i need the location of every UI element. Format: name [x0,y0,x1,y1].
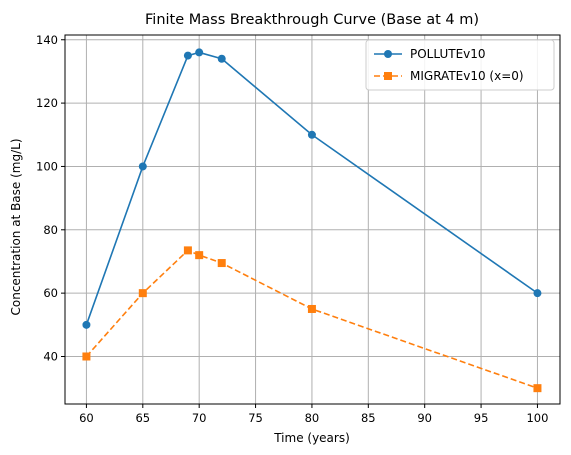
x-tick-label: 85 [361,411,376,425]
y-tick-label: 40 [43,349,58,363]
legend-label-pollutev10: POLLUTEv10 [410,47,486,61]
data-point-migratev10-x-0 [533,384,542,393]
data-point-migratev10-x-0 [183,246,192,255]
ticks: 60 65 70 75 80 85 90 95 100 40 60 80 100 120 140 [36,33,548,425]
y-tick-label: 100 [36,159,58,173]
data-point-pollutev10 [217,54,226,63]
grid [65,35,560,404]
y-axis-label: Concentration at Base (mg/L) [9,138,23,315]
y-tick-label: 60 [43,286,58,300]
x-tick-label: 100 [526,411,548,425]
data-point-migratev10-x-0 [195,251,204,260]
legend: POLLUTEv10 MIGRATEv10 (x=0) [365,39,555,91]
data-point-migratev10-x-0 [138,289,147,298]
y-tick-label: 80 [43,223,58,237]
data-point-pollutev10 [307,130,316,139]
data-point-migratev10-x-0 [307,304,316,313]
x-tick-label: 60 [79,411,94,425]
data-point-pollutev10 [195,48,204,57]
series-layer [82,48,542,393]
x-tick-label: 95 [474,411,489,425]
data-point-migratev10-x-0 [217,259,226,268]
legend-marker-pollutev10 [384,50,392,58]
x-tick-label: 65 [135,411,150,425]
x-tick-label: 75 [248,411,263,425]
x-axis-label: Time (years) [273,431,350,445]
data-point-pollutev10 [82,320,91,329]
chart-title: Finite Mass Breakthrough Curve (Base at … [145,12,479,28]
legend-box [365,39,555,91]
x-tick-label: 90 [417,411,432,425]
x-tick-label: 70 [192,411,207,425]
legend-label-migratev10-x-0: MIGRATEv10 (x=0) [410,69,524,83]
plot-frame [64,34,561,405]
data-point-pollutev10 [183,51,192,60]
data-point-migratev10-x-0 [82,352,91,361]
legend-marker-migratev10-x-0 [384,72,392,80]
data-point-pollutev10 [138,162,147,171]
y-tick-label: 140 [36,33,58,47]
y-tick-label: 120 [36,96,58,110]
x-tick-label: 80 [305,411,320,425]
data-point-pollutev10 [533,289,542,298]
